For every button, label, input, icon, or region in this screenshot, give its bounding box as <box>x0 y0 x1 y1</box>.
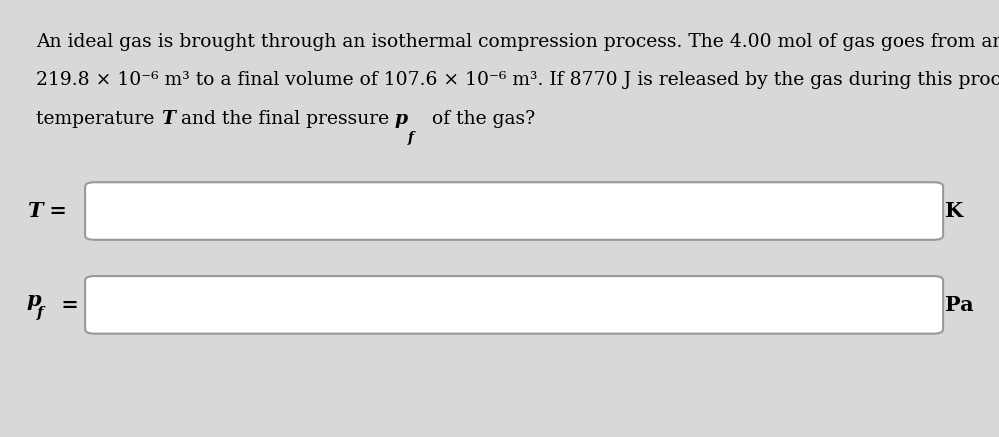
Text: temperature: temperature <box>36 110 161 128</box>
Text: of the gas?: of the gas? <box>426 110 534 128</box>
Text: =: = <box>54 295 79 315</box>
Text: and the final pressure: and the final pressure <box>175 110 395 128</box>
Text: K: K <box>945 201 963 221</box>
Text: p: p <box>27 290 41 310</box>
FancyBboxPatch shape <box>85 276 943 334</box>
FancyBboxPatch shape <box>85 182 943 240</box>
Text: p: p <box>395 110 408 128</box>
Text: 219.8 × 10⁻⁶ m³ to a final volume of 107.6 × 10⁻⁶ m³. If 8770 J is released by t: 219.8 × 10⁻⁶ m³ to a final volume of 107… <box>36 71 999 89</box>
Text: An ideal gas is brought through an isothermal compression process. The 4.00 mol : An ideal gas is brought through an isoth… <box>36 33 999 51</box>
Text: f: f <box>408 131 414 145</box>
Text: T: T <box>27 201 42 221</box>
Text: =: = <box>42 201 67 221</box>
Text: Pa: Pa <box>945 295 974 315</box>
Text: f: f <box>37 306 44 320</box>
Text: T: T <box>161 110 175 128</box>
